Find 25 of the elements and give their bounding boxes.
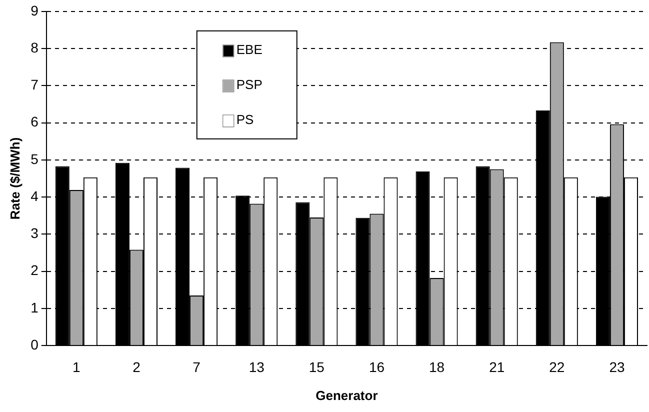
- y-tick-label: 5: [30, 150, 39, 167]
- legend-label: PSP: [236, 76, 262, 92]
- x-tick-label: 1: [72, 358, 81, 375]
- y-tick-label: 8: [30, 39, 39, 56]
- y-tick-label: 3: [30, 225, 39, 242]
- x-tick-label: 18: [428, 358, 445, 375]
- x-tick-label: 15: [308, 358, 325, 375]
- x-tick-label: 21: [489, 358, 505, 375]
- y-tick-label: 9: [30, 2, 39, 18]
- x-tick-label: 7: [192, 358, 201, 375]
- y-tick-label: 2: [30, 262, 39, 278]
- x-tick-label: 23: [609, 358, 625, 375]
- y-axis-title: Rate ($/MWh): [7, 137, 22, 220]
- y-tick-label: 0: [30, 336, 39, 352]
- legend-label: EBE: [236, 42, 263, 57]
- legend-label: PS: [236, 112, 254, 127]
- x-tick-label: 2: [132, 358, 141, 375]
- x-axis-title: Generator: [316, 388, 378, 403]
- x-tick-label: 13: [248, 358, 265, 375]
- y-tick-label: 4: [30, 188, 39, 204]
- y-tick-label: 7: [30, 76, 39, 93]
- y-tick-label: 1: [30, 299, 39, 316]
- x-tick-label: 16: [368, 358, 385, 375]
- y-tick-label: 6: [30, 114, 39, 130]
- x-tick-label: 22: [549, 358, 565, 375]
